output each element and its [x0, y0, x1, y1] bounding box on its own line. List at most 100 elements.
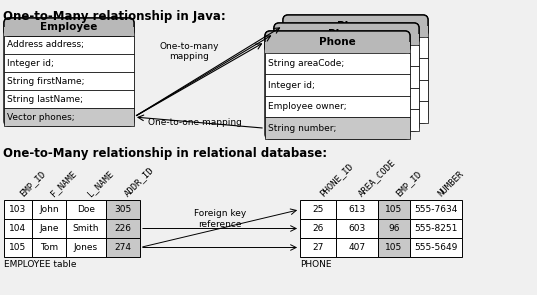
Text: PHONE_ID: PHONE_ID [318, 161, 355, 198]
Bar [300, 238, 336, 257]
Text: Doe: Doe [77, 205, 95, 214]
Bar [265, 74, 410, 96]
Bar [410, 219, 462, 238]
Text: Address address;: Address address; [7, 40, 84, 50]
Text: Phone: Phone [328, 29, 365, 39]
Bar [4, 72, 134, 90]
Text: Integer id;: Integer id; [7, 58, 54, 68]
Text: EMPLOYEE table: EMPLOYEE table [4, 260, 76, 269]
Bar [283, 26, 428, 37]
FancyBboxPatch shape [4, 18, 134, 36]
Bar [106, 200, 140, 219]
Text: AREA_CODE: AREA_CODE [357, 158, 397, 198]
Text: One-to-Many relationship in relational database:: One-to-Many relationship in relational d… [3, 147, 327, 160]
Bar [4, 90, 134, 108]
Bar [32, 238, 66, 257]
Bar [265, 96, 410, 117]
Text: Phone: Phone [319, 37, 356, 47]
Bar [300, 200, 336, 219]
Text: In: In [277, 73, 284, 81]
Bar [106, 219, 140, 238]
Text: EMP_ID: EMP_ID [18, 169, 47, 198]
Bar [4, 36, 134, 54]
Text: EMP_ID: EMP_ID [394, 169, 423, 198]
Text: 305: 305 [114, 205, 132, 214]
Bar [265, 42, 410, 53]
Text: 603: 603 [349, 224, 366, 233]
Text: John: John [39, 205, 59, 214]
Text: Employee owner;: Employee owner; [268, 102, 346, 111]
Bar [300, 219, 336, 238]
Bar [283, 58, 428, 80]
Text: 105: 105 [9, 243, 27, 252]
Text: 105: 105 [386, 243, 403, 252]
Text: 555-8251: 555-8251 [415, 224, 458, 233]
FancyBboxPatch shape [283, 15, 428, 37]
Bar [265, 117, 410, 139]
Bar [274, 66, 419, 88]
Bar [4, 108, 134, 126]
Bar [265, 53, 410, 74]
Text: L_NAME: L_NAME [86, 169, 115, 198]
Text: 555-5649: 555-5649 [415, 243, 458, 252]
Bar [4, 238, 32, 257]
Text: In: In [286, 65, 293, 73]
Text: PHONE: PHONE [300, 260, 331, 269]
Text: 105: 105 [386, 205, 403, 214]
Bar [32, 219, 66, 238]
Bar [378, 200, 410, 219]
Bar [283, 80, 428, 101]
Text: 103: 103 [9, 205, 27, 214]
Text: F_NAME: F_NAME [49, 169, 78, 198]
Bar [274, 88, 419, 109]
Bar [106, 238, 140, 257]
Text: NUMBER: NUMBER [436, 169, 465, 198]
FancyBboxPatch shape [4, 18, 134, 126]
Bar [274, 109, 419, 131]
Text: 27: 27 [313, 243, 324, 252]
Text: String areaCode;: String areaCode; [268, 59, 344, 68]
Text: String number;: String number; [268, 124, 336, 133]
Bar [410, 238, 462, 257]
Bar [336, 200, 378, 219]
Text: 407: 407 [349, 243, 366, 252]
Text: String lastName;: String lastName; [7, 94, 83, 104]
Bar [378, 238, 410, 257]
Text: ADDR_ID: ADDR_ID [123, 165, 156, 198]
Text: Smith: Smith [72, 224, 99, 233]
Text: St: St [277, 116, 285, 125]
Bar [336, 219, 378, 238]
Text: 96: 96 [388, 224, 400, 233]
Text: String firstName;: String firstName; [7, 76, 84, 86]
Bar [66, 238, 106, 257]
Bar [32, 200, 66, 219]
Text: St: St [286, 108, 294, 117]
Bar [4, 219, 32, 238]
Text: Jones: Jones [74, 243, 98, 252]
Text: Phone: Phone [337, 21, 374, 31]
Text: 25: 25 [313, 205, 324, 214]
Bar [283, 101, 428, 123]
Bar [283, 37, 428, 58]
Bar [410, 200, 462, 219]
FancyBboxPatch shape [265, 31, 410, 53]
Bar [378, 219, 410, 238]
Bar [66, 219, 106, 238]
Text: 226: 226 [114, 224, 132, 233]
Text: One-to-Many relationship in Java:: One-to-Many relationship in Java: [3, 10, 226, 23]
Text: St: St [277, 51, 285, 60]
Text: 613: 613 [349, 205, 366, 214]
Text: Em: Em [286, 86, 298, 95]
Text: 26: 26 [313, 224, 324, 233]
Text: 555-7634: 555-7634 [415, 205, 458, 214]
Text: One-to-many
mapping: One-to-many mapping [159, 42, 219, 61]
FancyBboxPatch shape [265, 31, 410, 139]
Bar [4, 54, 134, 72]
Text: Jane: Jane [39, 224, 59, 233]
Text: Integer id;: Integer id; [268, 81, 315, 89]
FancyBboxPatch shape [274, 23, 419, 131]
Bar [336, 238, 378, 257]
Text: Em: Em [277, 94, 289, 103]
Text: Tom: Tom [40, 243, 58, 252]
Text: 274: 274 [114, 243, 132, 252]
